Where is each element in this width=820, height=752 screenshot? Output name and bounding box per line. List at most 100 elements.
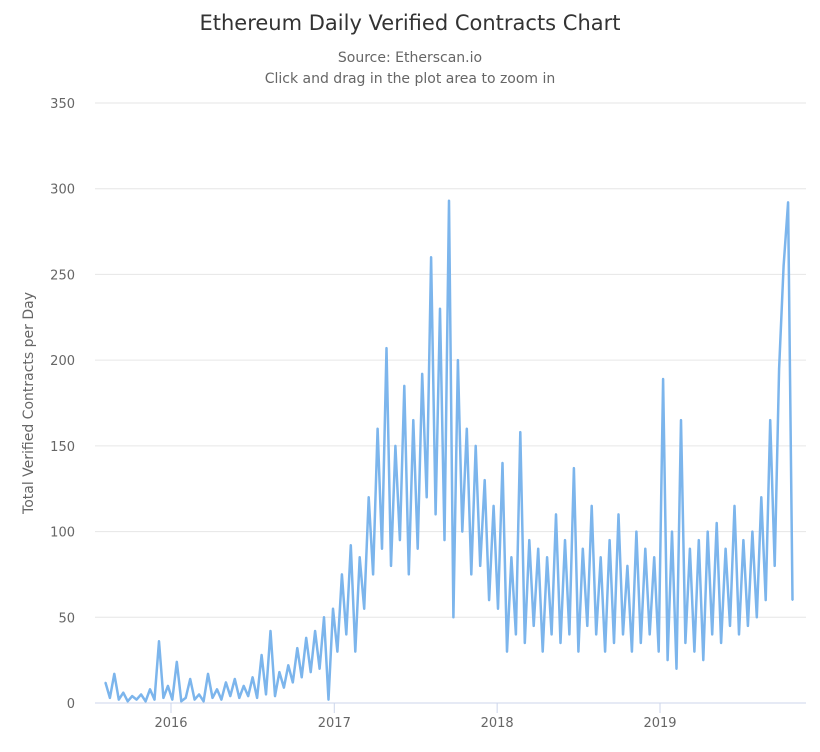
data-point bbox=[599, 556, 602, 559]
data-point bbox=[559, 642, 562, 644]
data-point bbox=[225, 681, 227, 684]
data-point bbox=[479, 565, 481, 567]
data-point bbox=[341, 573, 343, 576]
data-point bbox=[648, 633, 651, 636]
data-point bbox=[305, 637, 307, 639]
data-point bbox=[167, 685, 169, 687]
data-point bbox=[350, 544, 352, 547]
data-point bbox=[702, 659, 705, 661]
data-point bbox=[626, 565, 629, 567]
data-point bbox=[640, 642, 642, 644]
data-point bbox=[524, 642, 526, 644]
data-point bbox=[180, 700, 183, 703]
data-point bbox=[657, 650, 660, 653]
data-point bbox=[376, 427, 379, 430]
data-point bbox=[269, 630, 272, 632]
data-point bbox=[582, 547, 584, 550]
data-point bbox=[492, 505, 495, 507]
data-point bbox=[323, 616, 325, 619]
data-point bbox=[631, 650, 633, 653]
y-tick-label: 250 bbox=[50, 268, 75, 283]
data-point bbox=[590, 505, 593, 507]
data-point bbox=[577, 650, 580, 653]
data-point bbox=[773, 565, 776, 567]
x-tick-label: 2019 bbox=[643, 716, 676, 731]
data-point bbox=[528, 539, 531, 541]
data-point bbox=[791, 599, 794, 601]
data-point bbox=[385, 347, 388, 349]
data-point bbox=[149, 688, 151, 691]
data-point bbox=[216, 688, 218, 691]
data-point bbox=[537, 547, 539, 550]
data-point bbox=[394, 445, 397, 447]
data-point bbox=[787, 201, 789, 204]
data-point bbox=[430, 256, 432, 259]
y-axis-title: Total Verified Contracts per Day bbox=[21, 292, 37, 515]
data-point bbox=[171, 698, 174, 701]
data-point bbox=[135, 698, 138, 701]
data-point bbox=[715, 522, 718, 524]
y-tick-label: 350 bbox=[50, 97, 75, 112]
data-point bbox=[497, 607, 499, 610]
data-point bbox=[189, 678, 191, 680]
data-point bbox=[573, 467, 575, 469]
data-point bbox=[176, 661, 178, 663]
data-point bbox=[184, 697, 187, 699]
data-point bbox=[251, 676, 254, 679]
data-point bbox=[117, 698, 120, 701]
data-point bbox=[644, 547, 647, 550]
data-point bbox=[367, 496, 370, 499]
data-point bbox=[296, 647, 299, 649]
data-point bbox=[358, 556, 361, 559]
data-point bbox=[635, 530, 638, 533]
data-point bbox=[153, 698, 156, 701]
data-point bbox=[706, 530, 709, 533]
data-point bbox=[434, 513, 437, 516]
data-point bbox=[452, 616, 455, 619]
data-point bbox=[778, 367, 780, 370]
data-point bbox=[403, 385, 406, 387]
data-point bbox=[126, 700, 129, 703]
data-point bbox=[474, 445, 477, 447]
data-point bbox=[247, 695, 249, 697]
data-point bbox=[412, 419, 415, 421]
y-tick-label: 50 bbox=[58, 611, 75, 626]
data-point bbox=[283, 686, 285, 689]
data-point bbox=[292, 681, 294, 684]
data-point bbox=[769, 419, 772, 421]
chart-title: Ethereum Daily Verified Contracts Chart bbox=[199, 11, 620, 35]
data-point bbox=[372, 573, 374, 576]
data-point bbox=[457, 359, 459, 361]
data-point bbox=[162, 697, 165, 699]
data-point bbox=[408, 573, 410, 576]
data-point bbox=[488, 599, 490, 601]
y-tick-label: 300 bbox=[50, 183, 75, 198]
data-point bbox=[693, 650, 696, 653]
data-point bbox=[104, 681, 107, 684]
data-point bbox=[555, 513, 557, 516]
data-point bbox=[202, 700, 205, 703]
data-point bbox=[416, 547, 419, 550]
data-point bbox=[229, 695, 232, 697]
data-point bbox=[586, 625, 589, 627]
data-point bbox=[234, 678, 236, 680]
data-point bbox=[390, 565, 392, 567]
data-point bbox=[510, 556, 513, 559]
data-point bbox=[300, 676, 303, 679]
data-point bbox=[425, 496, 428, 499]
data-point bbox=[466, 427, 468, 430]
data-point bbox=[131, 695, 133, 697]
data-point bbox=[144, 700, 147, 703]
data-point bbox=[680, 419, 682, 421]
data-point bbox=[506, 650, 508, 653]
data-point bbox=[742, 539, 745, 541]
data-point bbox=[381, 547, 383, 550]
y-tick-label: 0 bbox=[67, 697, 75, 712]
data-point bbox=[260, 654, 263, 656]
data-point bbox=[309, 671, 312, 673]
data-point bbox=[207, 673, 209, 675]
data-point bbox=[158, 640, 160, 643]
data-point bbox=[733, 505, 736, 507]
